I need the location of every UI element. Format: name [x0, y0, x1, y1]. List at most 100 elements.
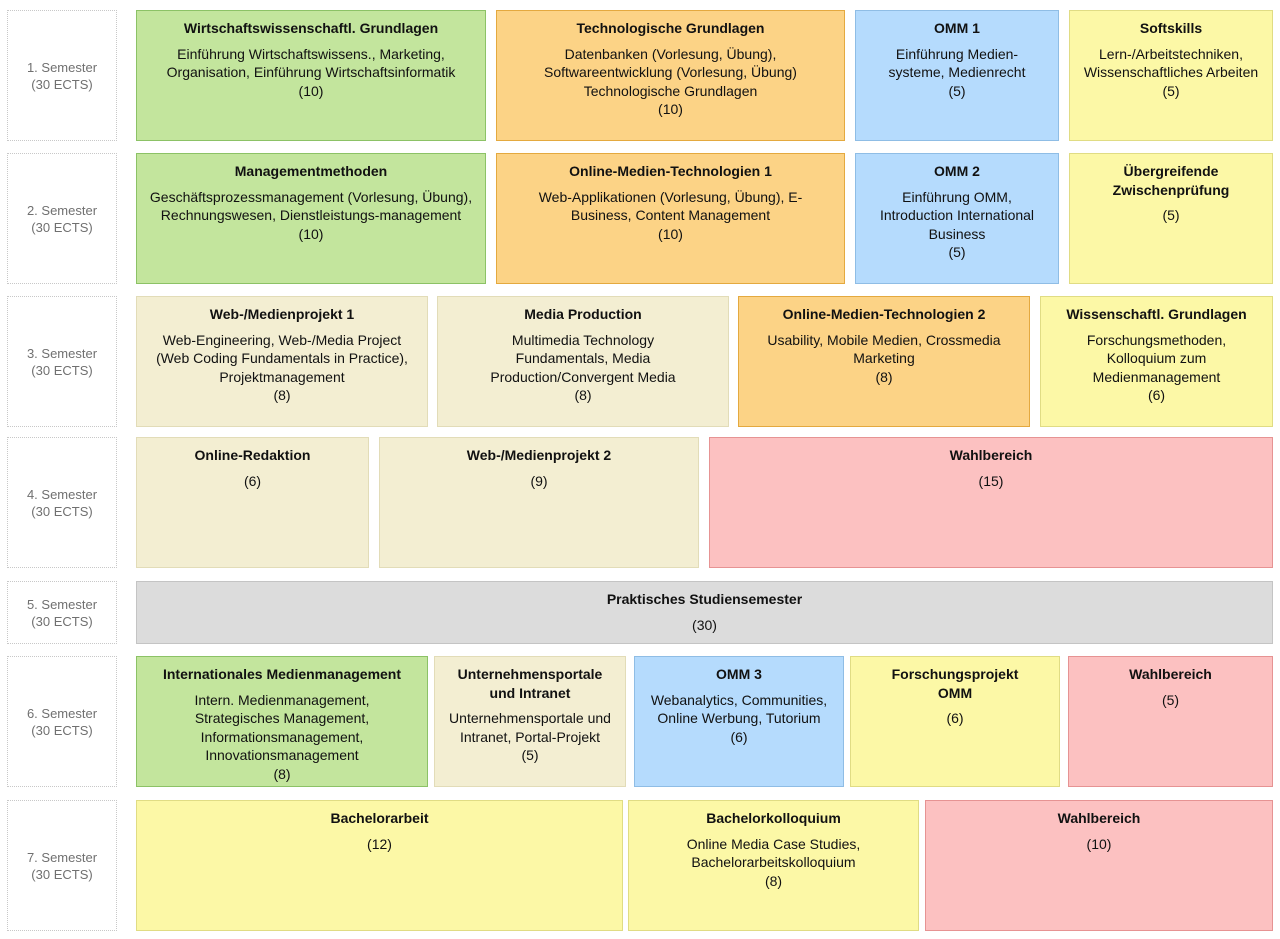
module-description: Usability, Mobile Medien, Crossmedia Mar…	[767, 331, 1001, 367]
module-ects: (10)	[658, 225, 683, 242]
module-ects: (5)	[948, 244, 966, 260]
module-ects: (5)	[521, 747, 539, 763]
module-ects: (10)	[298, 225, 324, 242]
module-title: OMM 3	[716, 666, 762, 682]
module-ects: (6)	[730, 728, 748, 745]
semester-ects: (30 ECTS)	[31, 722, 93, 738]
module-ects: (5)	[1162, 82, 1180, 99]
module-title: Übergreifende Zwischenprüfung	[1112, 163, 1230, 198]
module-ects: (6)	[1147, 387, 1166, 403]
module-title: OMM 2	[934, 163, 980, 179]
module-bachelorarbeit: Bachelorarbeit (12)	[136, 800, 623, 931]
semester-ects: (30 ECTS)	[31, 76, 93, 92]
module-ects: (10)	[1086, 835, 1112, 852]
module-media-production: Media Production Multimedia Technology F…	[437, 296, 729, 427]
module-wissenschaftl-grundlagen: Wissenschaftl. Grundlagen Forschungsmeth…	[1040, 296, 1273, 427]
module-online-redaktion: Online-Redaktion (6)	[136, 437, 369, 568]
module-uebergreifende-zwischenpruefung: Übergreifende Zwischenprüfung (5)	[1069, 153, 1273, 284]
semester-label-6: 6. Semester (30 ECTS)	[7, 656, 117, 787]
module-title: Web-/Medienprojekt 1	[209, 306, 355, 322]
module-title: Wissenschaftl. Grundlagen	[1066, 306, 1247, 322]
module-ects: (8)	[875, 368, 893, 385]
module-ects: (10)	[298, 82, 324, 99]
semester-ects: (30 ECTS)	[31, 613, 93, 629]
module-description: Geschäftsprozessmanagement (Vorlesung, Ü…	[149, 188, 473, 224]
semester-label-5: 5. Semester (30 ECTS)	[7, 581, 117, 644]
module-title: Media Production	[524, 306, 642, 322]
module-forschungsprojekt-omm: Forschungsprojekt OMM (6)	[850, 656, 1060, 787]
module-internationales-medienmanagement: Internationales Medienmanagement Intern.…	[136, 656, 428, 787]
module-title: Forschungsprojekt OMM	[891, 666, 1019, 701]
module-title: Wirtschaftswissenschaftl. Grundlagen	[183, 20, 439, 36]
module-ects: (8)	[273, 765, 291, 782]
module-ects: (5)	[1162, 207, 1180, 223]
module-ects: (12)	[367, 835, 392, 852]
module-title: Web-/Medienprojekt 2	[466, 447, 612, 463]
module-description: Multimedia Technology Fundamentals, Medi…	[490, 331, 676, 385]
module-ects: (8)	[574, 387, 592, 403]
semester-label-4: 4. Semester (30 ECTS)	[7, 437, 117, 568]
module-wahlbereich-4: Wahlbereich (15)	[709, 437, 1273, 568]
module-technologische-grundlagen: Technologische Grundlagen Datenbanken (V…	[496, 10, 845, 141]
module-online-medien-technologien-2: Online-Medien-Technologien 2 Usability, …	[738, 296, 1030, 427]
module-unternehmensportale-und-intranet: Unternehmensportale und Intranet Unterne…	[434, 656, 626, 787]
module-description: Einführung Wirtschaftswissens., Marketin…	[166, 45, 456, 81]
module-omm-2: OMM 2 Einführung OMM, Introduction Inter…	[855, 153, 1059, 284]
module-praktisches-studiensemester: Praktisches Studiensemester (30)	[136, 581, 1273, 644]
module-description: Datenbanken (Vorlesung, Übung), Software…	[544, 45, 797, 99]
semester-label-1: 1. Semester (30 ECTS)	[7, 10, 117, 141]
module-online-medien-technologien-1: Online-Medien-Technologien 1 Web-Applika…	[496, 153, 845, 284]
module-title: Unternehmensportale und Intranet	[457, 666, 603, 701]
module-title: Wahlbereich	[1057, 810, 1141, 826]
module-ects: (6)	[946, 710, 964, 726]
module-softskills: Softskills Lern-/Arbeitstechniken, Wisse…	[1069, 10, 1273, 141]
semester-name: 2. Semester	[26, 202, 98, 218]
module-description: Online Media Case Studies, Bachelorarbei…	[686, 835, 861, 871]
semester-name: 5. Semester	[26, 596, 98, 612]
module-title: Online-Medien-Technologien 2	[782, 306, 986, 322]
module-ects: (30)	[692, 616, 717, 633]
module-description: Unternehmensportale und Intranet, Portal…	[449, 710, 611, 745]
module-title: Bachelorkolloquium	[706, 810, 841, 826]
module-description: Webanalytics, Communities, Online Werbun…	[650, 691, 828, 727]
module-ects: (15)	[978, 472, 1004, 489]
module-bachelorkolloquium: Bachelorkolloquium Online Media Case Stu…	[628, 800, 919, 931]
module-title: Praktisches Studiensemester	[606, 591, 803, 607]
module-ects: (8)	[273, 387, 291, 403]
semester-ects: (30 ECTS)	[31, 362, 93, 378]
semester-label-7: 7. Semester (30 ECTS)	[7, 800, 117, 931]
module-wirtschaftswissenschaftl-grundlagen: Wirtschaftswissenschaftl. Grundlagen Ein…	[136, 10, 486, 141]
semester-ects: (30 ECTS)	[31, 503, 93, 519]
module-title: Bachelorarbeit	[330, 810, 429, 826]
module-description: Einführung OMM, Introduction Internation…	[879, 188, 1035, 242]
module-title: Softskills	[1139, 20, 1203, 36]
semester-ects: (30 ECTS)	[31, 219, 93, 235]
module-ects: (10)	[658, 101, 683, 117]
module-description: Einführung Medien-systeme, Medienrecht	[888, 45, 1026, 81]
module-wahlbereich-6: Wahlbereich (5)	[1068, 656, 1273, 787]
module-ects: (5)	[1161, 691, 1180, 708]
semester-name: 1. Semester	[26, 59, 98, 75]
module-managementmethoden: Managementmethoden Geschäftsprozessmanag…	[136, 153, 486, 284]
module-description: Lern-/Arbeitstechniken, Wissenschaftlich…	[1083, 45, 1259, 81]
module-title: Online-Redaktion	[194, 447, 311, 463]
module-ects: (8)	[764, 872, 783, 889]
module-ects: (9)	[530, 472, 548, 489]
module-title: Managementmethoden	[234, 163, 388, 179]
module-omm-1: OMM 1 Einführung Medien-systeme, Medienr…	[855, 10, 1059, 141]
module-ects: (5)	[948, 82, 966, 99]
module-title: Online-Medien-Technologien 1	[569, 163, 772, 179]
semester-label-2: 2. Semester (30 ECTS)	[7, 153, 117, 284]
module-ects: (6)	[243, 472, 262, 489]
semester-name: 4. Semester	[26, 486, 98, 502]
module-description: Web-Applikationen (Vorlesung, Übung), E-…	[538, 188, 803, 224]
module-description: Web-Engineering, Web-/Media Project (Web…	[156, 331, 408, 385]
module-title: Wahlbereich	[949, 447, 1033, 463]
module-title: OMM 1	[934, 20, 980, 36]
module-title: Internationales Medienmanagement	[162, 666, 402, 682]
module-web-medienprojekt-1: Web-/Medienprojekt 1 Web-Engineering, We…	[136, 296, 428, 427]
module-description: Forschungsmethoden, Kolloquium zum Medie…	[1086, 331, 1227, 385]
module-wahlbereich-7: Wahlbereich (10)	[925, 800, 1273, 931]
module-title: Technologische Grundlagen	[576, 20, 765, 36]
semester-ects: (30 ECTS)	[31, 866, 93, 882]
